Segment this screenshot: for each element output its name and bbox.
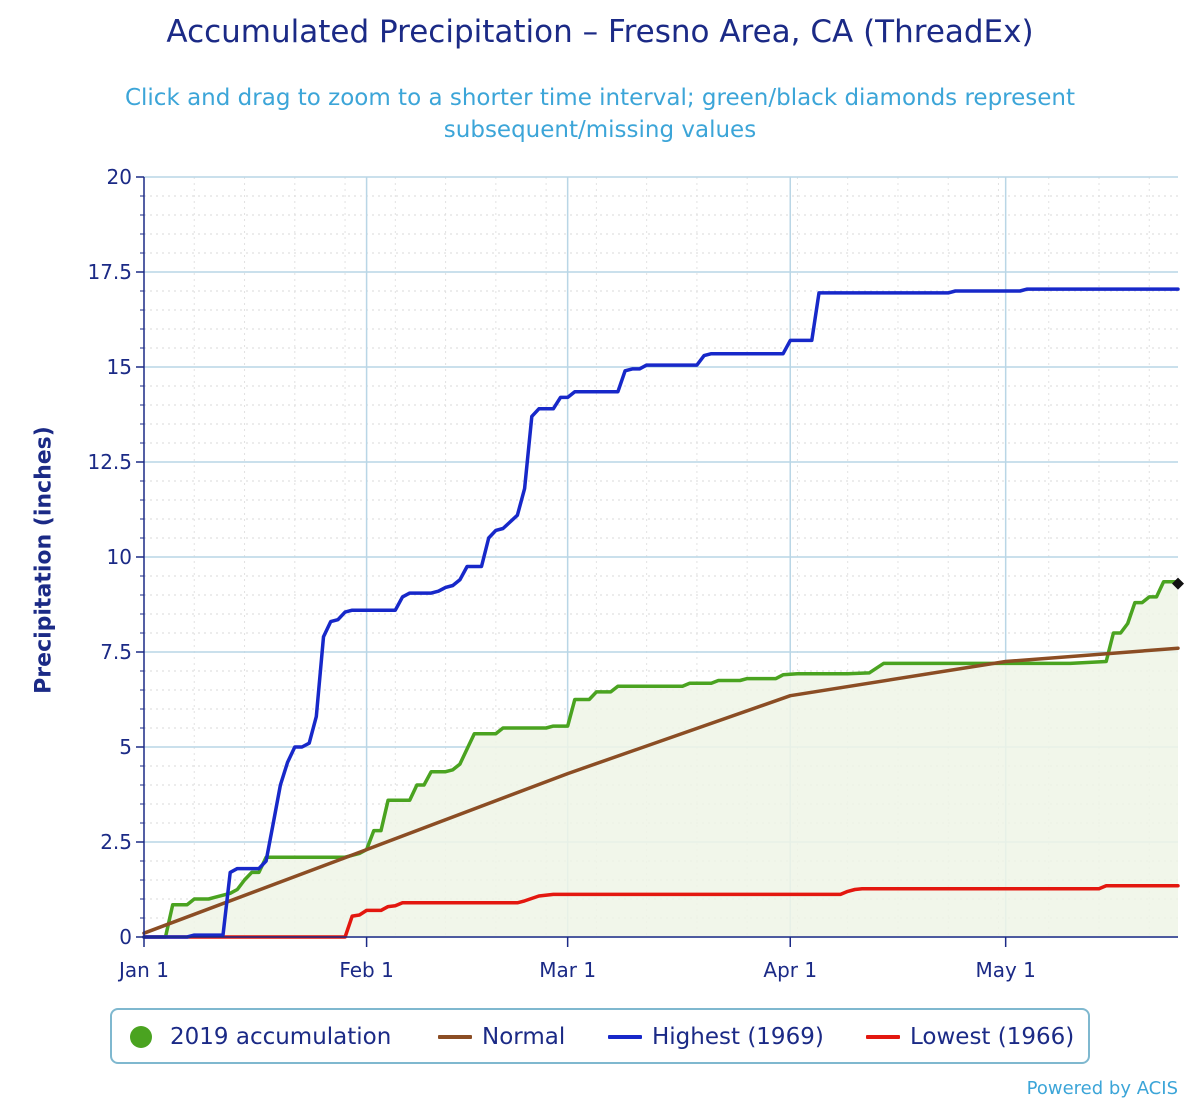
y-tick-label: 0 [119,925,132,949]
legend-label: Highest (1969) [652,1024,824,1050]
y-tick-label: 10 [107,545,132,569]
series-line-2019-accumulation [142,579,1180,939]
y-tick-label: 2.5 [100,830,132,854]
legend-line-icon [438,1035,472,1039]
series-line-lowest-1966 [142,883,1180,939]
legend-dot-icon [130,1026,152,1048]
chart-subtitle: Click and drag to zoom to a shorter time… [124,85,1076,143]
series-line-highest-1969 [142,287,1180,939]
legend-line-icon [866,1035,900,1039]
legend-item-2019[interactable]: 2019 accumulation [130,1022,391,1052]
y-axis-title: Precipitation (inches) [31,426,57,694]
legend-label: Normal [482,1024,566,1050]
diamond-marker [1172,577,1184,590]
y-tick-label: 5 [119,735,132,759]
y-tick-label: 20 [107,165,132,189]
x-tick-label: Mar 1 [539,958,596,982]
y-tick-label: 15 [107,355,132,379]
y-tick-label: 7.5 [100,640,132,664]
legend-line-icon [608,1035,642,1039]
legend-label: Lowest (1966) [910,1024,1075,1050]
legend-item-lowest[interactable]: Lowest (1966) [866,1022,1074,1052]
y-tick-label: 17.5 [87,260,132,284]
series-area-2019 [144,581,1178,937]
x-tick-label: May 1 [975,958,1035,982]
legend-item-normal[interactable]: Normal [438,1022,565,1052]
x-tick-label: Feb 1 [339,958,394,982]
x-tick-label: Apr 1 [763,958,817,982]
axis-layer: 0 2.5 5 7.5 10 12.5 15 17.5 20 Jan 1 Feb 1 Mar 1 Apr… [87,165,1178,982]
legend-item-highest[interactable]: Highest (1969) [608,1022,824,1052]
chart-title: Accumulated Precipitation – Fresno Area,… [166,14,1034,50]
legend: 2019 accumulation Normal Highest (1969) … [110,1008,1090,1064]
y-tick-label: 12.5 [87,450,132,474]
credit-link[interactable]: Powered by ACIS [1026,1078,1178,1099]
x-tick-label: Jan 1 [117,958,169,982]
series-layer [142,287,1184,939]
legend-label: 2019 accumulation [170,1024,392,1050]
series-line-normal [142,646,1180,935]
